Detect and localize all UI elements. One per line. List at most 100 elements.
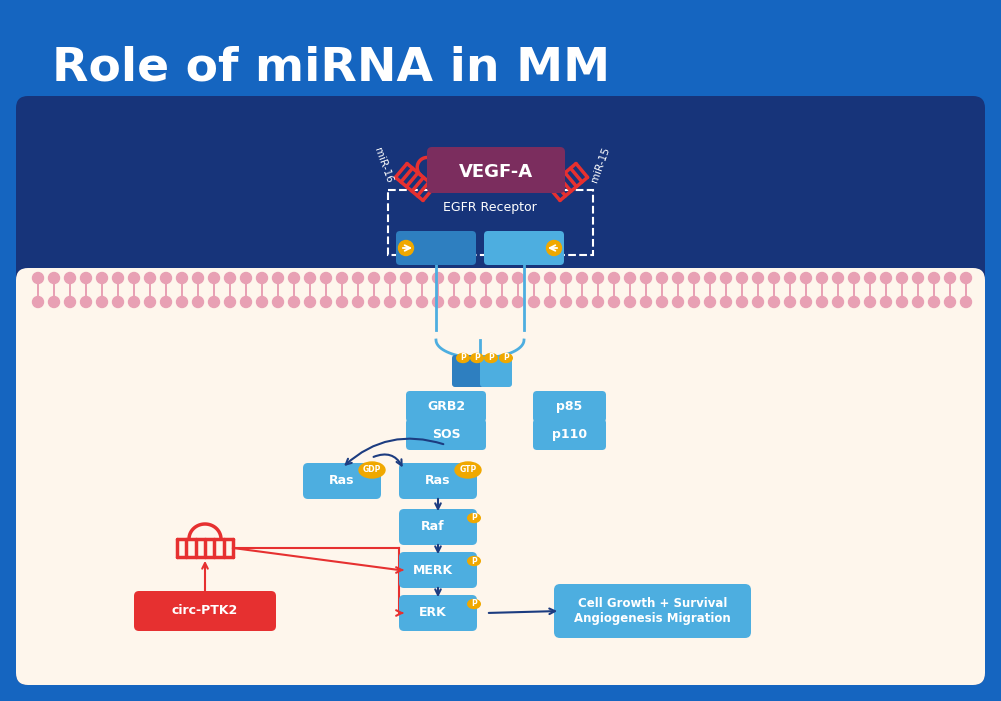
- Circle shape: [320, 273, 331, 283]
- Circle shape: [897, 273, 908, 283]
- Circle shape: [80, 297, 91, 308]
- Circle shape: [176, 297, 187, 308]
- Circle shape: [609, 297, 620, 308]
- Ellipse shape: [470, 353, 483, 362]
- Circle shape: [272, 273, 283, 283]
- Circle shape: [336, 273, 347, 283]
- Circle shape: [833, 273, 844, 283]
- Circle shape: [496, 273, 508, 283]
- Circle shape: [705, 297, 716, 308]
- Circle shape: [753, 273, 764, 283]
- Circle shape: [849, 297, 860, 308]
- Circle shape: [801, 273, 812, 283]
- Circle shape: [513, 273, 524, 283]
- FancyBboxPatch shape: [406, 391, 486, 422]
- FancyBboxPatch shape: [484, 231, 564, 265]
- Circle shape: [80, 273, 91, 283]
- Circle shape: [368, 273, 379, 283]
- Circle shape: [529, 273, 540, 283]
- FancyBboxPatch shape: [480, 355, 512, 387]
- Circle shape: [112, 273, 123, 283]
- Circle shape: [657, 297, 668, 308]
- Circle shape: [64, 297, 75, 308]
- Ellipse shape: [359, 462, 385, 478]
- Circle shape: [625, 273, 636, 283]
- Circle shape: [945, 273, 956, 283]
- Text: ERK: ERK: [419, 606, 446, 620]
- Circle shape: [32, 297, 43, 308]
- Ellipse shape: [484, 353, 497, 362]
- Circle shape: [304, 297, 315, 308]
- Circle shape: [32, 273, 43, 283]
- Circle shape: [689, 297, 700, 308]
- Circle shape: [833, 297, 844, 308]
- Circle shape: [432, 297, 443, 308]
- Circle shape: [496, 297, 508, 308]
- Text: P: P: [471, 557, 476, 566]
- Circle shape: [192, 273, 203, 283]
- Circle shape: [513, 297, 524, 308]
- Ellipse shape: [455, 462, 481, 478]
- FancyBboxPatch shape: [396, 231, 476, 265]
- Circle shape: [240, 273, 251, 283]
- Circle shape: [801, 297, 812, 308]
- Text: Cell Growth + Survival
Angiogenesis Migration: Cell Growth + Survival Angiogenesis Migr…: [575, 597, 731, 625]
- Text: Ras: Ras: [329, 475, 354, 487]
- Circle shape: [817, 297, 828, 308]
- Circle shape: [224, 273, 235, 283]
- Text: SOS: SOS: [431, 428, 460, 441]
- FancyBboxPatch shape: [533, 391, 606, 422]
- Circle shape: [208, 273, 219, 283]
- Circle shape: [849, 273, 860, 283]
- Ellipse shape: [456, 353, 469, 362]
- Circle shape: [128, 273, 139, 283]
- Circle shape: [112, 297, 123, 308]
- FancyBboxPatch shape: [399, 552, 477, 588]
- Circle shape: [561, 273, 572, 283]
- Circle shape: [416, 273, 427, 283]
- Circle shape: [272, 297, 283, 308]
- Circle shape: [160, 273, 171, 283]
- Text: circ-PTK2: circ-PTK2: [172, 604, 238, 618]
- Circle shape: [464, 273, 475, 283]
- Circle shape: [320, 297, 331, 308]
- Circle shape: [753, 297, 764, 308]
- Circle shape: [398, 240, 413, 255]
- Circle shape: [897, 297, 908, 308]
- Circle shape: [721, 273, 732, 283]
- Text: Raf: Raf: [421, 521, 444, 533]
- Circle shape: [737, 297, 748, 308]
- Text: MERK: MERK: [413, 564, 453, 576]
- Circle shape: [464, 297, 475, 308]
- FancyBboxPatch shape: [399, 595, 477, 631]
- Text: Ras: Ras: [425, 475, 450, 487]
- Text: p85: p85: [557, 400, 583, 413]
- Text: VEGF-A: VEGF-A: [458, 163, 534, 181]
- Circle shape: [128, 297, 139, 308]
- Text: P: P: [504, 353, 509, 362]
- FancyBboxPatch shape: [427, 147, 565, 193]
- Circle shape: [545, 273, 556, 283]
- Circle shape: [400, 273, 411, 283]
- FancyBboxPatch shape: [134, 591, 276, 631]
- FancyBboxPatch shape: [399, 463, 477, 499]
- Text: miR-15: miR-15: [589, 146, 611, 184]
- Circle shape: [192, 297, 203, 308]
- Text: miR-16: miR-16: [372, 146, 394, 184]
- Circle shape: [144, 273, 155, 283]
- Text: P: P: [460, 353, 465, 362]
- Circle shape: [416, 297, 427, 308]
- Circle shape: [721, 297, 732, 308]
- Circle shape: [368, 297, 379, 308]
- FancyBboxPatch shape: [16, 268, 985, 685]
- Circle shape: [961, 297, 972, 308]
- Ellipse shape: [467, 557, 480, 566]
- Circle shape: [865, 297, 876, 308]
- Circle shape: [641, 297, 652, 308]
- Circle shape: [480, 273, 491, 283]
- Text: P: P: [488, 353, 493, 362]
- Text: GDP: GDP: [362, 465, 381, 475]
- Circle shape: [577, 273, 588, 283]
- Circle shape: [256, 297, 267, 308]
- Circle shape: [547, 240, 562, 255]
